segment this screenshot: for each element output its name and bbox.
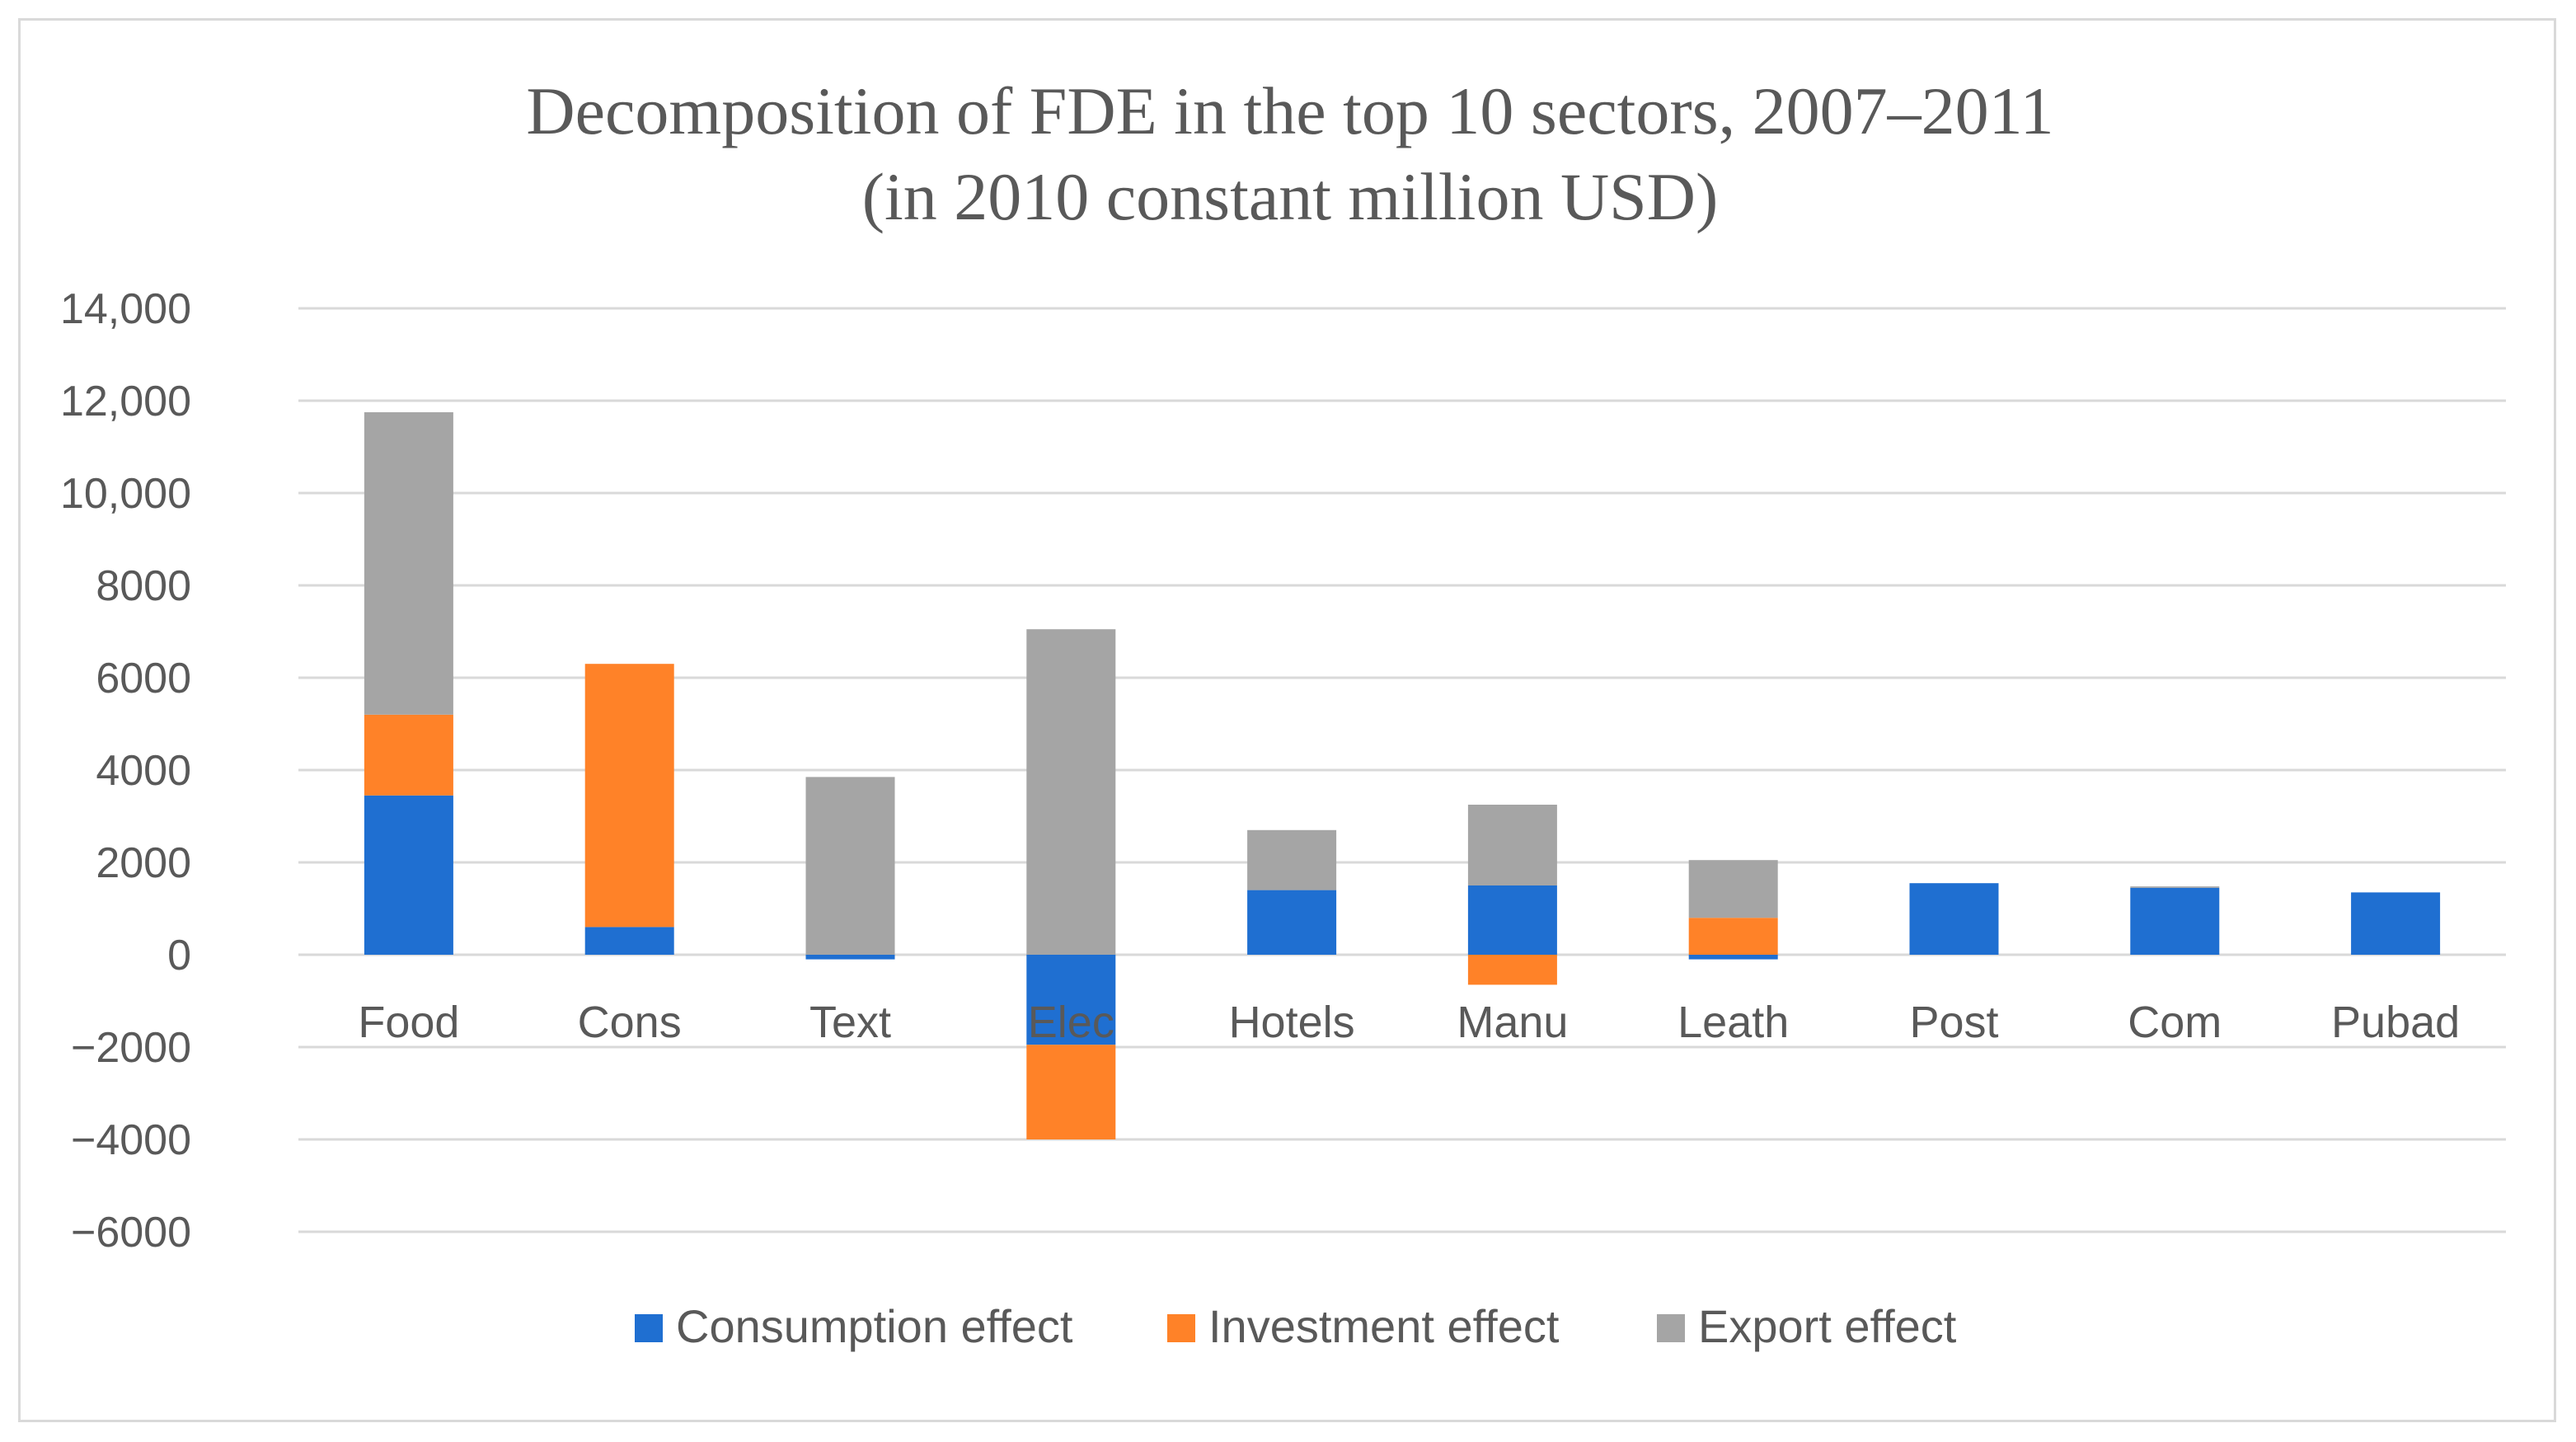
bars [364, 412, 2441, 1139]
legend-swatch [1657, 1314, 1685, 1342]
bar-manu-investment-effect [1467, 955, 1557, 985]
y-tick-label: 0 [167, 932, 191, 979]
x-category-label: Text [809, 998, 891, 1047]
x-category-label: Hotels [1229, 998, 1355, 1047]
bar-pubad-consumption-effect [2351, 892, 2441, 955]
y-tick-label: 14,000 [60, 285, 191, 333]
bar-hotels-export-effect [1247, 829, 1337, 890]
bar-leath-consumption-effect [1688, 955, 1778, 960]
y-axis-ticks: 14,000 12,000 10,000 8000 6000 4000 2000 0 −2000… [60, 285, 191, 1256]
bar-hotels-consumption-effect [1247, 890, 1337, 955]
bar-food-investment-effect [364, 714, 453, 796]
y-tick-label: −2000 [71, 1024, 191, 1072]
bar-elec-investment-effect [1026, 1045, 1116, 1139]
y-tick-label: 2000 [96, 839, 191, 887]
chart-title: Decomposition of FDE in the top 10 secto… [526, 73, 2053, 148]
y-tick-label: 10,000 [60, 470, 191, 518]
bar-cons-investment-effect [584, 664, 674, 928]
y-tick-label: 8000 [96, 562, 191, 610]
legend: Consumption effect Investment effect Expor… [635, 1300, 1957, 1352]
bar-manu-consumption-effect [1467, 885, 1557, 955]
legend-label: Export effect [1698, 1300, 1957, 1352]
y-tick-label: −4000 [71, 1116, 191, 1164]
bar-text-export-effect [805, 777, 895, 955]
bar-text-consumption-effect [805, 955, 895, 960]
x-category-label: Elec [1028, 998, 1114, 1047]
x-category-label: Leath [1677, 998, 1789, 1047]
bar-food-consumption-effect [364, 795, 453, 955]
x-category-label: Com [2128, 998, 2222, 1047]
legend-swatch [1167, 1314, 1195, 1342]
bar-leath-export-effect [1688, 860, 1778, 918]
x-category-label: Cons [578, 998, 682, 1047]
legend-swatch [635, 1314, 663, 1342]
bar-elec-export-effect [1026, 629, 1116, 955]
bar-com-consumption-effect [2130, 887, 2220, 955]
x-axis-categories: Food Cons Text Elec Hotels Manu Leath Post Com Pu… [358, 998, 2460, 1047]
chart-subtitle: (in 2010 constant million USD) [862, 159, 1719, 234]
x-category-label: Post [1909, 998, 1998, 1047]
y-tick-label: 4000 [96, 747, 191, 795]
bar-post-consumption-effect [1909, 883, 1999, 955]
x-category-label: Pubad [2331, 998, 2460, 1047]
bar-leath-investment-effect [1688, 918, 1778, 955]
bar-cons-consumption-effect [584, 927, 674, 955]
legend-label: Consumption effect [676, 1300, 1073, 1352]
bar-manu-export-effect [1467, 805, 1557, 885]
gridlines [298, 307, 2506, 1233]
bar-elec-consumption-effect [1026, 955, 1116, 1045]
bar-food-export-effect [364, 412, 453, 715]
legend-label: Investment effect [1208, 1300, 1560, 1352]
x-category-label: Food [358, 998, 459, 1047]
y-tick-label: 6000 [96, 655, 191, 702]
y-tick-label: 12,000 [60, 378, 191, 425]
bar-com-export-effect [2130, 886, 2220, 888]
x-category-label: Manu [1457, 998, 1568, 1047]
y-tick-label: −6000 [71, 1209, 191, 1256]
